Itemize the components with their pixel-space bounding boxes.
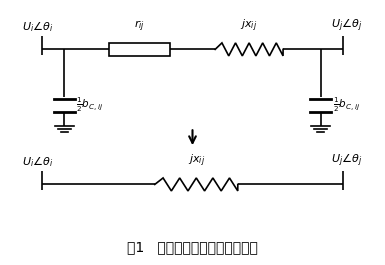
Text: $U_j\angle\theta_j$: $U_j\angle\theta_j$ [331,16,363,34]
Text: $jx_{ij}$: $jx_{ij}$ [241,18,258,34]
Text: $r_{ij}$: $r_{ij}$ [134,19,145,34]
Text: $U_j\angle\theta_j$: $U_j\angle\theta_j$ [331,152,363,169]
Text: $\frac{1}{2}b_{C,ij}$: $\frac{1}{2}b_{C,ij}$ [76,96,104,114]
Text: $\frac{1}{2}b_{C,ij}$: $\frac{1}{2}b_{C,ij}$ [333,96,360,114]
Bar [109,43,170,56]
Text: $U_i\angle\theta_i$: $U_i\angle\theta_i$ [22,154,54,169]
Text: $jx_{ij}$: $jx_{ij}$ [187,153,205,169]
Text: 图1   交流模型到直流模型简化图: 图1 交流模型到直流模型简化图 [127,241,258,255]
Text: $U_i\angle\theta_i$: $U_i\angle\theta_i$ [22,19,54,34]
